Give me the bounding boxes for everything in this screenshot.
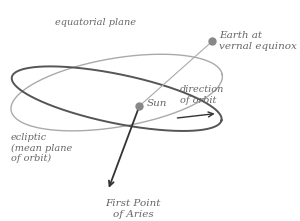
Point <box>137 104 142 108</box>
Point <box>210 39 215 43</box>
Text: direction
of orbit: direction of orbit <box>180 85 224 105</box>
Text: ecliptic
(mean plane
of orbit): ecliptic (mean plane of orbit) <box>11 133 72 163</box>
Text: Sun: Sun <box>147 99 167 108</box>
Text: equatorial plane: equatorial plane <box>55 18 136 27</box>
Text: First Point
of Aries: First Point of Aries <box>105 199 161 219</box>
Text: Earth at
vernal equinox: Earth at vernal equinox <box>219 31 297 51</box>
